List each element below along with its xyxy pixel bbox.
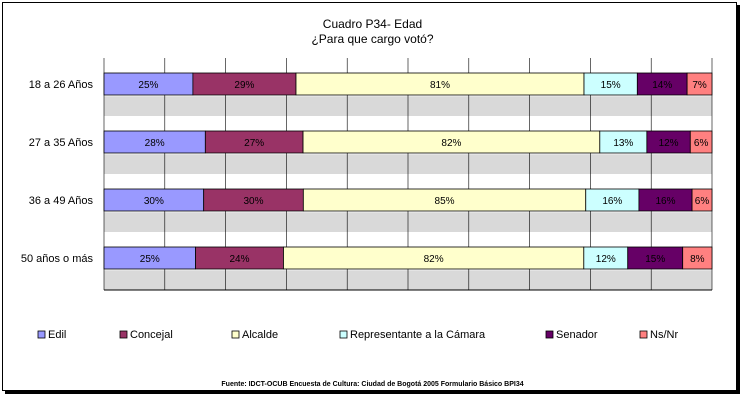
- data-label: 13%: [613, 138, 633, 149]
- data-label: 14%: [652, 80, 672, 91]
- legend: Edil Concejal Alcalde Representante a la Cá…: [37, 329, 678, 341]
- legend-swatch: [339, 330, 348, 339]
- chart-subtitle: ¿Para que cargo votó?: [311, 32, 434, 46]
- data-label: 30%: [244, 196, 264, 207]
- legend-entry: Edil: [48, 329, 66, 341]
- source-note: Fuente: IDCT-OCUB Encuesta de Cultura: C…: [221, 381, 524, 388]
- data-label: 16%: [655, 196, 675, 207]
- chart-title: Cuadro P34- Edad: [322, 17, 423, 31]
- bar-segment: [682, 246, 713, 270]
- legend-entry: Representante a la Cámara: [350, 329, 486, 341]
- data-label: 12%: [596, 254, 616, 265]
- legend-swatch: [231, 330, 240, 339]
- data-label: 6%: [695, 196, 710, 207]
- data-label: 27%: [244, 138, 264, 149]
- data-label: 12%: [659, 138, 679, 149]
- data-label: 8%: [690, 254, 705, 265]
- data-label: 6%: [694, 138, 709, 149]
- data-label: 7%: [692, 80, 707, 91]
- legend-swatch: [37, 330, 46, 339]
- data-label: 28%: [145, 138, 165, 149]
- data-label: 24%: [230, 254, 250, 265]
- legend-entry: Concejal: [130, 329, 173, 341]
- legend-entry: Alcalde: [242, 329, 278, 341]
- category-label: 50 años o más: [21, 253, 94, 265]
- data-label: 16%: [602, 196, 622, 207]
- data-label: 15%: [645, 254, 665, 265]
- legend-entry: Ns/Nr: [650, 329, 678, 341]
- data-label: 25%: [140, 254, 160, 265]
- legend-swatch: [545, 330, 554, 339]
- bars-group: 25% 29% 81% 15% 14% 7% 28% 27% 82% 13% 12% 6% 30% 30%…: [103, 72, 713, 270]
- bar-segment: [691, 188, 713, 212]
- data-label: 85%: [435, 196, 455, 207]
- data-label: 25%: [138, 80, 158, 91]
- bar-segment: [686, 72, 713, 96]
- category-labels: 18 a 26 Años 27 a 35 Años 36 a 49 Años 50 a…: [21, 79, 94, 265]
- data-label: 81%: [430, 80, 450, 91]
- bar-segment: [689, 130, 713, 154]
- data-label: 82%: [441, 138, 461, 149]
- data-label: 29%: [234, 80, 254, 91]
- category-label: 18 a 26 Años: [29, 79, 94, 91]
- legend-swatch: [639, 330, 648, 339]
- legend-swatch: [119, 330, 128, 339]
- category-label: 36 a 49 Años: [29, 195, 94, 207]
- legend-entry: Senador: [556, 329, 598, 341]
- data-label: 82%: [424, 254, 444, 265]
- data-label: 30%: [144, 196, 164, 207]
- data-label: 15%: [601, 80, 621, 91]
- category-label: 27 a 35 Años: [29, 137, 94, 149]
